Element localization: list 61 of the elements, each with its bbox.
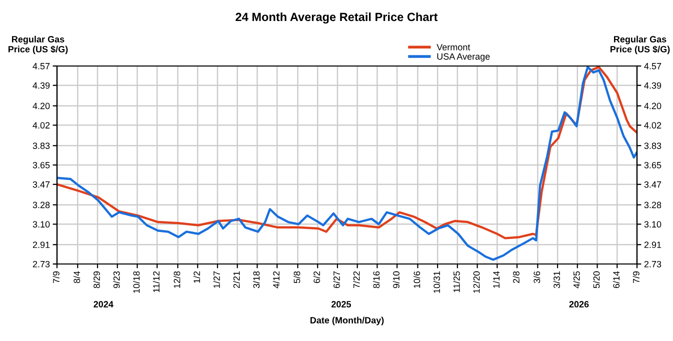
x-tick-label: 8/29 (93, 271, 100, 288)
chart-title: 24 Month Average Retail Price Chart (236, 12, 438, 24)
y2-tick-label: 4.20 (644, 102, 662, 110)
y-tick-label: 2.73 (32, 260, 50, 268)
y2-tick-label: 2.91 (644, 242, 662, 248)
x-tick-label: 2/21 (233, 271, 240, 288)
y2-tick-label: 4.39 (644, 82, 662, 89)
x-tick-label: 9/10 (392, 271, 400, 288)
y-tick-label: 4.20 (32, 102, 50, 110)
x-tick-label: 2/8 (512, 271, 520, 284)
y-axis-title: Regular Gas Price (US $/G) (8, 36, 68, 54)
y-tick-label: 3.83 (32, 142, 50, 149)
x-tick-label: 10/18 (133, 271, 140, 293)
x-tick-label: 1/27 (213, 271, 220, 288)
y-tick-label: 3.28 (32, 202, 50, 208)
x-tick-label: 3/31 (553, 271, 560, 288)
y2-tick-label: 3.65 (644, 162, 662, 168)
x-tick-label: 4/12 (272, 271, 280, 288)
x-tick-label: 1/2 (193, 271, 200, 283)
text: 2026 (569, 301, 589, 308)
y-tick-label: 2.91 (32, 242, 50, 248)
legend-label: Vermont (436, 44, 470, 50)
x-tick-label: 6/27 (333, 271, 340, 288)
x-tick-label: 7/9 (632, 271, 640, 284)
y-tick-label: 3.47 (32, 181, 50, 188)
x-tick-label: 11/12 (152, 271, 160, 292)
x-tick-label: 10/6 (414, 271, 420, 288)
legend-label: USA Average (437, 53, 490, 62)
y2-axis-title: Regular Gas Price (US $/G) (610, 36, 670, 54)
y2-tick-label: 2.73 (644, 260, 662, 268)
y-tick-label: 4.39 (32, 82, 50, 89)
x-tick-label: 5/20 (593, 271, 600, 288)
y2-tick-label: 3.83 (644, 142, 662, 149)
x-tick-label: 9/23 (113, 271, 120, 288)
y-tick-label: 3.65 (32, 162, 50, 168)
y2-tick-label: 4.02 (644, 122, 662, 129)
y-tick-label: 4.57 (32, 63, 50, 70)
y2-tick-label: 3.47 (644, 181, 662, 188)
x-tick-label: 8/4 (73, 271, 80, 284)
x-axis-title: Date (Month/Day) (310, 316, 384, 326)
y2-tick-label: 3.10 (644, 221, 662, 228)
y2-tick-label: 4.57 (644, 63, 662, 70)
x-tick-label: 10/31 (433, 271, 440, 293)
x-tick-label: 11/25 (453, 271, 460, 292)
x-tick-label: 3/6 (533, 271, 540, 284)
x-tick-label: 7/9 (52, 271, 60, 284)
x-tick-label: 12/20 (473, 271, 480, 293)
x-tick-label: 3/18 (253, 271, 260, 288)
text: 2025 (331, 301, 351, 308)
x-tick-label: 5/8 (294, 271, 300, 284)
x-tick-label: 8/16 (372, 271, 380, 288)
x-tick-label: 7/22 (353, 271, 360, 288)
x-tick-label: 12/8 (174, 271, 180, 288)
x-tick-label: 4/25 (573, 271, 580, 288)
y2-tick-label: 3.28 (644, 202, 662, 208)
x-tick-label: 1/14 (492, 271, 500, 288)
y-tick-label: 4.02 (32, 122, 50, 129)
x-tick-label: 6/2 (313, 271, 320, 284)
text: 2024 (94, 301, 114, 308)
x-tick-label: 6/14 (612, 271, 620, 288)
y-tick-label: 3.10 (32, 221, 50, 228)
